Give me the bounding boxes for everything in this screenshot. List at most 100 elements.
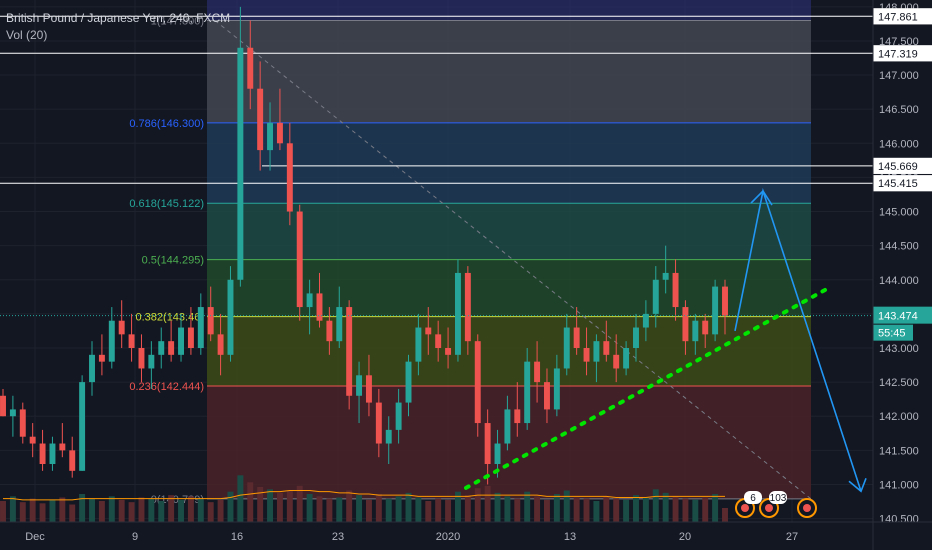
- candle-body: [217, 334, 224, 355]
- volume-bar: [148, 498, 155, 522]
- volume-bar: [642, 497, 649, 522]
- volume-bar: [19, 502, 26, 522]
- candle-body: [652, 279, 659, 314]
- candle-body: [98, 354, 105, 362]
- candle-body: [9, 409, 16, 417]
- volume-bar: [187, 496, 194, 522]
- volume-bar: [514, 498, 521, 522]
- candle-body: [346, 307, 353, 396]
- volume-bar: [722, 508, 728, 522]
- candle-body: [306, 293, 313, 308]
- fib-level-label: 0.382(143.46): [136, 312, 205, 324]
- volume-bar: [573, 497, 580, 522]
- volume-bar: [138, 497, 145, 522]
- price-tick-label: 147.500: [879, 36, 919, 48]
- fibonacci-levels[interactable]: 1(147.800) 0.786(146.300) 0.618(145.122) 0.…: [129, 15, 811, 506]
- volume-bar: [494, 492, 501, 522]
- volume-bar: [79, 494, 86, 522]
- volume-bar: [227, 491, 234, 522]
- volume-bar: [49, 499, 56, 522]
- drawings[interactable]: [0, 187, 873, 493]
- fib-zone: [207, 203, 811, 260]
- candle-body: [692, 320, 699, 342]
- candle-body: [395, 402, 402, 430]
- volume-bar: [59, 497, 66, 522]
- countdown-label: 55:45: [878, 328, 906, 340]
- volume-bar: [603, 496, 610, 522]
- volume-bar: [29, 498, 36, 522]
- volume-bar: [128, 502, 135, 522]
- candle-body: [642, 313, 649, 328]
- candle-body: [435, 334, 442, 348]
- fib-level-label: 0.5(144.295): [142, 255, 204, 267]
- trendline-support: [464, 288, 827, 490]
- projection-arrowhead-down: [848, 478, 867, 493]
- level-price-tag: [873, 157, 932, 174]
- candle-body: [722, 286, 728, 316]
- time-tick-label: 27: [786, 531, 798, 543]
- candle-body: [623, 348, 630, 369]
- candle-body: [158, 341, 165, 355]
- event-markers[interactable]: 6 103: [735, 491, 817, 518]
- candle-body: [168, 341, 175, 355]
- candle-body: [544, 382, 550, 410]
- candle-body: [237, 47, 244, 280]
- price-tick-label: 146.000: [879, 138, 919, 150]
- candle-body: [187, 327, 194, 348]
- volume-bar: [336, 497, 343, 522]
- volume-bar: [702, 497, 709, 522]
- volume-bar: [504, 496, 511, 522]
- volume-bar: [346, 490, 353, 522]
- volume-bar: [682, 498, 689, 522]
- candle-body: [593, 341, 600, 362]
- volume-bar: [445, 499, 452, 522]
- volume-bar: [524, 491, 531, 522]
- price-axis[interactable]: 147.861147.319145.669145.415148.000147.5…: [873, 0, 932, 550]
- level-price-label: 147.861: [878, 11, 918, 23]
- price-tick-label: 144.500: [879, 241, 919, 253]
- fib-zone: [207, 122, 811, 204]
- candle-body: [128, 334, 135, 348]
- candle-body: [227, 279, 234, 355]
- level-price-tag: [873, 45, 932, 62]
- candle-body: [59, 443, 66, 451]
- volume-bar: [118, 499, 125, 522]
- candle-body: [0, 395, 6, 417]
- price-tick-label: 145.000: [879, 207, 919, 219]
- candle-body: [375, 402, 382, 444]
- volume-bar: [217, 499, 224, 522]
- horizontal-levels[interactable]: [0, 15, 873, 184]
- fib-level-label: 0.618(145.122): [129, 198, 204, 210]
- volume-bar: [464, 495, 471, 522]
- price-tick-label: 143.000: [879, 343, 919, 355]
- volume-bar: [296, 485, 303, 522]
- volume-bar: [405, 492, 412, 522]
- volume-bar: [286, 490, 293, 522]
- candle-body: [247, 47, 254, 89]
- candle-body: [69, 450, 76, 471]
- volume-bar: [69, 504, 76, 522]
- volume-bar: [247, 482, 254, 522]
- volume-bar: [395, 496, 402, 522]
- symbol-title[interactable]: British Pound / Japanese Yen, 240, FXCM: [6, 11, 231, 25]
- event-count-badge: [744, 491, 762, 504]
- level-price-tag: [873, 8, 932, 25]
- candle-body: [356, 375, 363, 396]
- volume-bars: [0, 475, 728, 522]
- volume-bar: [306, 494, 313, 522]
- candle-body: [415, 327, 422, 362]
- volume-indicator-label[interactable]: Vol (20): [6, 28, 48, 42]
- candle-body: [563, 327, 570, 369]
- level-price-label: 147.319: [878, 48, 918, 60]
- candle-body: [445, 348, 452, 355]
- candle-body: [553, 368, 560, 410]
- volume-bar: [39, 503, 46, 522]
- volume-bar: [593, 501, 600, 522]
- volume-bar: [544, 499, 550, 522]
- volume-bar: [276, 492, 283, 522]
- candle-body: [662, 272, 669, 280]
- candle-body: [702, 320, 709, 335]
- volume-bar: [652, 489, 659, 522]
